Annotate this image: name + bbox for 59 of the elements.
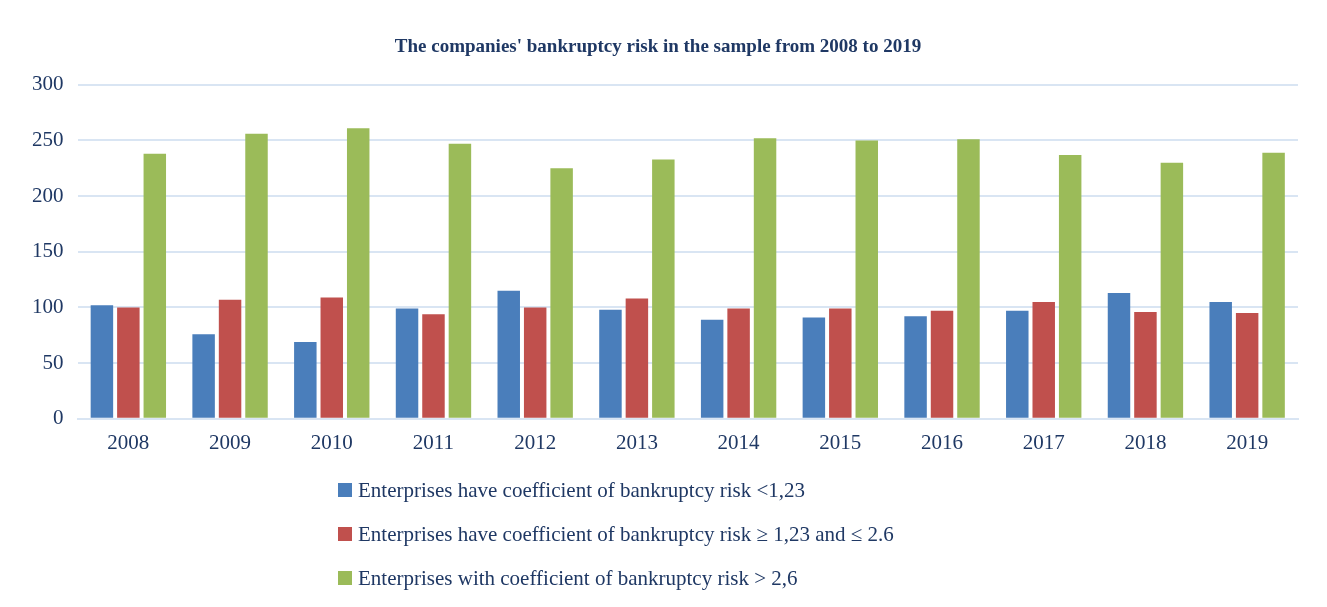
y-tick-label: 0	[53, 405, 64, 430]
bar	[625, 298, 649, 418]
x-tick-label: 2015	[819, 429, 862, 454]
x-tick-label: 2016	[921, 429, 964, 454]
bar	[90, 305, 114, 418]
x-tick-label: 2011	[412, 429, 455, 454]
chart-title: The companies' bankruptcy risk in the sample from 2008 to 2019	[394, 35, 922, 57]
x-tick-label: 2017	[1022, 429, 1065, 454]
bar	[395, 308, 419, 418]
x-tick-label: 2014	[717, 429, 761, 454]
bar	[422, 314, 445, 418]
bar	[802, 317, 826, 418]
bar	[346, 128, 370, 418]
bar	[1160, 162, 1184, 418]
bar	[599, 309, 622, 418]
x-tick-label: 2019	[1226, 429, 1269, 454]
legend-label: Enterprises have coefficient of bankruptcy risk ≥ 1,23 and ≤ 2.6	[358, 521, 894, 547]
bar	[829, 308, 852, 418]
y-tick-label: 200	[32, 182, 64, 207]
bar	[294, 341, 317, 418]
bar	[192, 334, 215, 418]
bar	[652, 159, 675, 418]
y-tick-label: 300	[32, 71, 64, 96]
x-tick-label: 2010	[310, 429, 353, 454]
bar	[1134, 311, 1157, 418]
bar	[245, 133, 268, 418]
bar	[753, 138, 777, 418]
legend-label: Enterprises have coefficient of bankruptcy risk <1,23	[358, 477, 806, 503]
bar	[1235, 313, 1259, 418]
y-tick-label: 100	[32, 293, 64, 318]
x-tick-label: 2013	[615, 429, 658, 454]
bar	[1032, 301, 1055, 418]
bar	[904, 316, 927, 418]
bar	[143, 153, 167, 418]
y-tick-label: 50	[42, 349, 64, 374]
x-tick-label: 2008	[107, 429, 150, 454]
bar	[1107, 292, 1131, 418]
bar	[320, 297, 344, 418]
legend-label: Enterprises with coefficient of bankruptcy risk > 2,6	[358, 565, 798, 591]
bar	[930, 310, 954, 418]
bar	[957, 139, 980, 418]
bar	[855, 140, 878, 418]
bar	[1262, 152, 1285, 418]
bar	[727, 308, 750, 418]
bar	[523, 307, 547, 418]
bar	[1058, 154, 1082, 418]
bar	[700, 319, 724, 418]
y-tick-label: 150	[32, 238, 64, 263]
bar	[1006, 310, 1029, 418]
bar	[448, 143, 472, 418]
bar	[218, 299, 242, 418]
bar	[1209, 301, 1232, 418]
bar	[550, 168, 573, 418]
bar	[497, 290, 520, 418]
y-tick-label: 250	[32, 126, 64, 151]
bar	[117, 307, 140, 418]
x-tick-label: 2012	[514, 429, 557, 454]
x-tick-label: 2018	[1124, 429, 1167, 454]
x-tick-label: 2009	[209, 429, 252, 454]
